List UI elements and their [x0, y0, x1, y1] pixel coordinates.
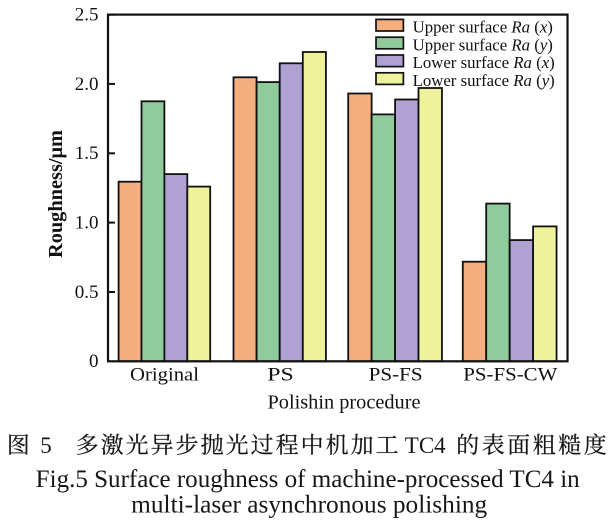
- svg-text:0.5: 0.5: [75, 282, 99, 303]
- svg-text:Lower surface Ra (x): Lower surface Ra (x): [413, 53, 555, 72]
- svg-text:Upper surface Ra (x): Upper surface Ra (x): [413, 18, 553, 37]
- svg-text:1.5: 1.5: [75, 143, 99, 164]
- svg-text:2.5: 2.5: [75, 5, 99, 26]
- svg-text:1.0: 1.0: [75, 213, 99, 234]
- svg-text:multi-laser asynchronous polis: multi-laser asynchronous polishing: [131, 492, 488, 519]
- svg-text:2.0: 2.0: [75, 74, 99, 95]
- svg-text:0: 0: [89, 351, 99, 372]
- svg-text:Upper surface Ra (y): Upper surface Ra (y): [413, 35, 553, 54]
- svg-text:PS: PS: [267, 365, 294, 386]
- svg-text:Roughness/μm: Roughness/μm: [46, 130, 67, 258]
- svg-text:Lower surface Ra (y): Lower surface Ra (y): [413, 71, 555, 90]
- svg-text:5: 5: [40, 433, 52, 458]
- svg-text:PS-FS-CW: PS-FS-CW: [463, 365, 557, 386]
- svg-text:Polishin procedure: Polishin procedure: [268, 393, 421, 414]
- svg-text:Original: Original: [130, 365, 199, 386]
- svg-text:PS-FS: PS-FS: [369, 365, 423, 386]
- svg-text:TC4: TC4: [405, 433, 446, 458]
- svg-text:Fig.5 Surface roughness of mac: Fig.5 Surface roughness of machine-proce…: [36, 466, 580, 493]
